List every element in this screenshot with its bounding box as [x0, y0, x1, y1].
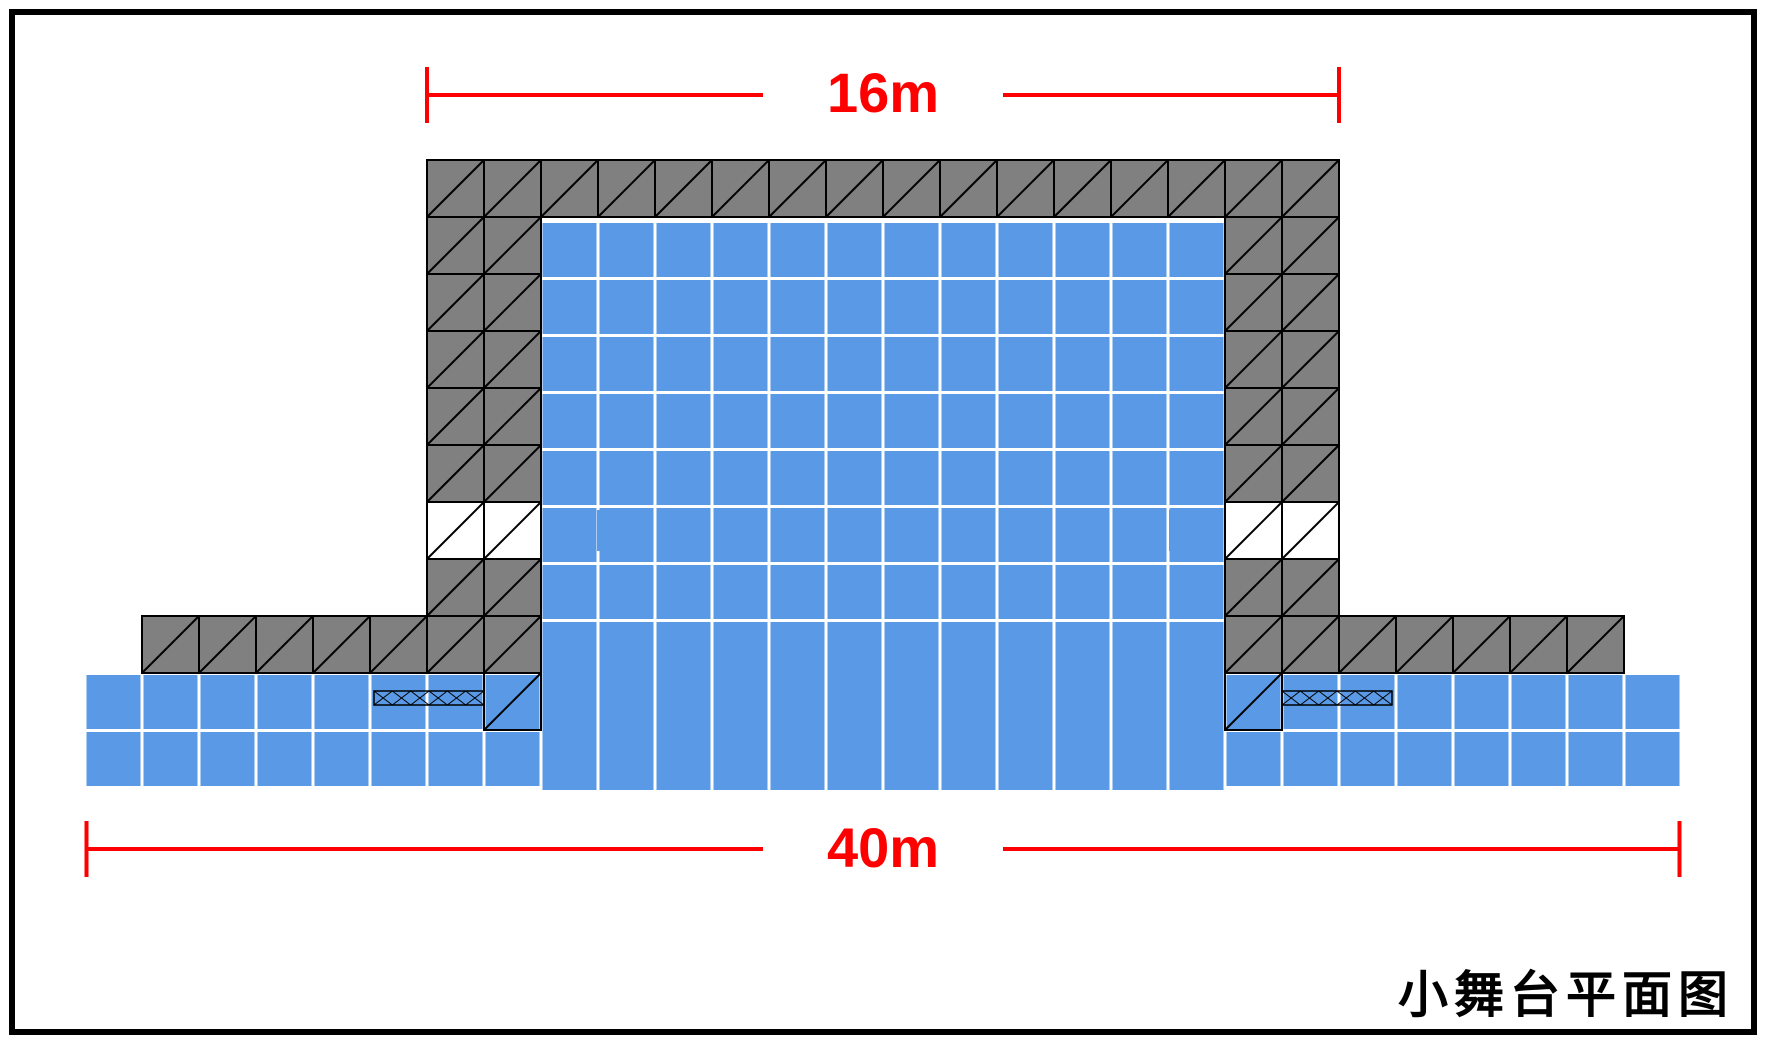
stage-plan-diagram: 16m 40m 小舞台平面图 — [0, 0, 1766, 1044]
dimension-label: 40m — [827, 816, 939, 879]
diagram-title: 小舞台平面图 — [1398, 967, 1734, 1023]
dimension-label: 16m — [827, 61, 939, 124]
